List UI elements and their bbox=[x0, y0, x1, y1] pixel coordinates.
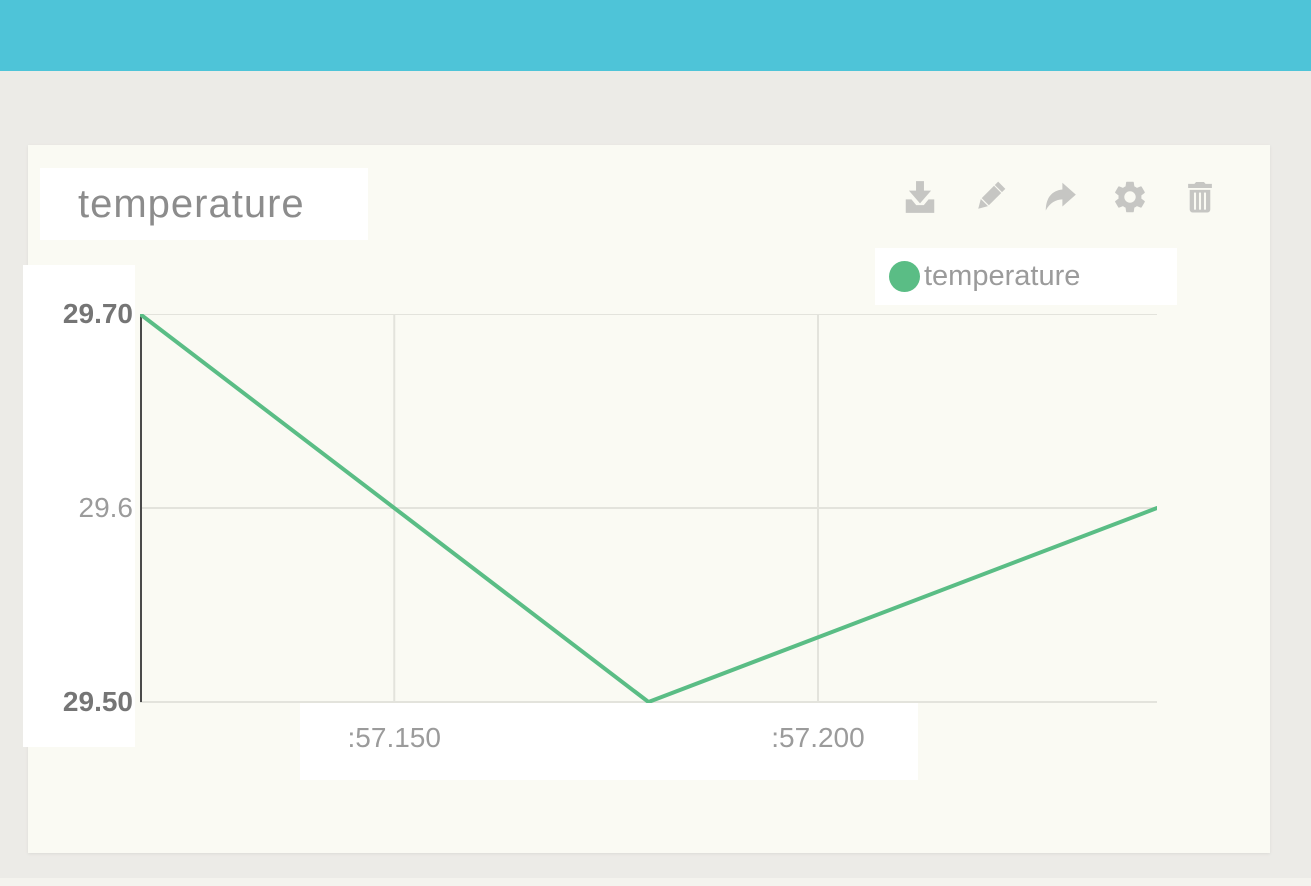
widget-title: temperature bbox=[78, 181, 305, 226]
x-tick-label: :57.200 bbox=[771, 722, 865, 753]
gear-icon bbox=[1111, 178, 1149, 221]
gridlines bbox=[140, 314, 1157, 703]
legend-label: temperature bbox=[924, 260, 1081, 292]
trash-icon bbox=[1181, 178, 1219, 221]
pencil-icon bbox=[971, 178, 1009, 221]
x-axis-label-panel bbox=[300, 703, 918, 780]
y-axis-label-panel bbox=[23, 265, 135, 747]
settings-button[interactable] bbox=[1110, 179, 1150, 219]
share-arrow-icon bbox=[1041, 178, 1079, 221]
next-row-edge bbox=[0, 878, 1311, 886]
widget-title-block: temperature bbox=[40, 168, 368, 240]
y-tick-label: 29.6 bbox=[78, 492, 134, 523]
edit-button[interactable] bbox=[970, 179, 1010, 219]
y-tick-label: 29.50 bbox=[62, 686, 133, 717]
legend-color-swatch bbox=[889, 261, 920, 292]
legend-item-temperature[interactable]: temperature bbox=[875, 260, 1080, 293]
chart-legend: temperature bbox=[875, 248, 1177, 305]
delete-button[interactable] bbox=[1180, 179, 1220, 219]
widget-toolbar bbox=[900, 179, 1220, 219]
top-navigation-bar bbox=[0, 0, 1311, 71]
download-icon bbox=[901, 178, 939, 221]
x-tick-label: :57.150 bbox=[347, 722, 441, 753]
y-tick-label: 29.70 bbox=[62, 298, 133, 329]
share-button[interactable] bbox=[1040, 179, 1080, 219]
temperature-series-line bbox=[140, 314, 1157, 703]
plot-area[interactable] bbox=[140, 314, 1157, 703]
download-button[interactable] bbox=[900, 179, 940, 219]
